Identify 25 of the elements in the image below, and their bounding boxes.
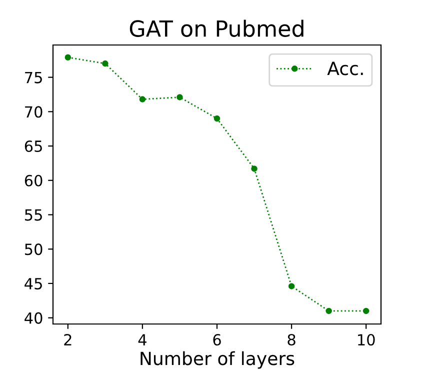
y-tick-label: 50: [25, 244, 42, 256]
legend-label: Acc.: [327, 62, 363, 76]
point: [251, 166, 258, 172]
y-tick-label: 60: [24, 174, 42, 186]
chart-title: GAT on Pubmed: [130, 20, 304, 37]
y-tick-label: 40: [24, 312, 42, 324]
x-tick-label: 10: [358, 334, 375, 346]
point: [362, 308, 370, 314]
point: [139, 96, 146, 102]
point: [326, 308, 332, 314]
x-tick-label: 8: [288, 334, 296, 346]
x-tick-label: 6: [213, 334, 221, 346]
y-tick-label: 55: [25, 209, 42, 221]
point: [214, 115, 220, 122]
point: [176, 94, 183, 100]
y-tick-label: 70: [25, 106, 42, 118]
y-tick-label: 75: [25, 72, 42, 84]
x-axis-title: Number of layers: [140, 351, 294, 369]
y-tick-label: 45: [24, 278, 42, 290]
point: [288, 283, 295, 290]
x-tick-label: 4: [138, 334, 146, 346]
point: [102, 60, 108, 67]
point: [64, 54, 72, 60]
y-tick-label: 65: [24, 140, 42, 152]
x-tick-label: 2: [64, 334, 72, 346]
